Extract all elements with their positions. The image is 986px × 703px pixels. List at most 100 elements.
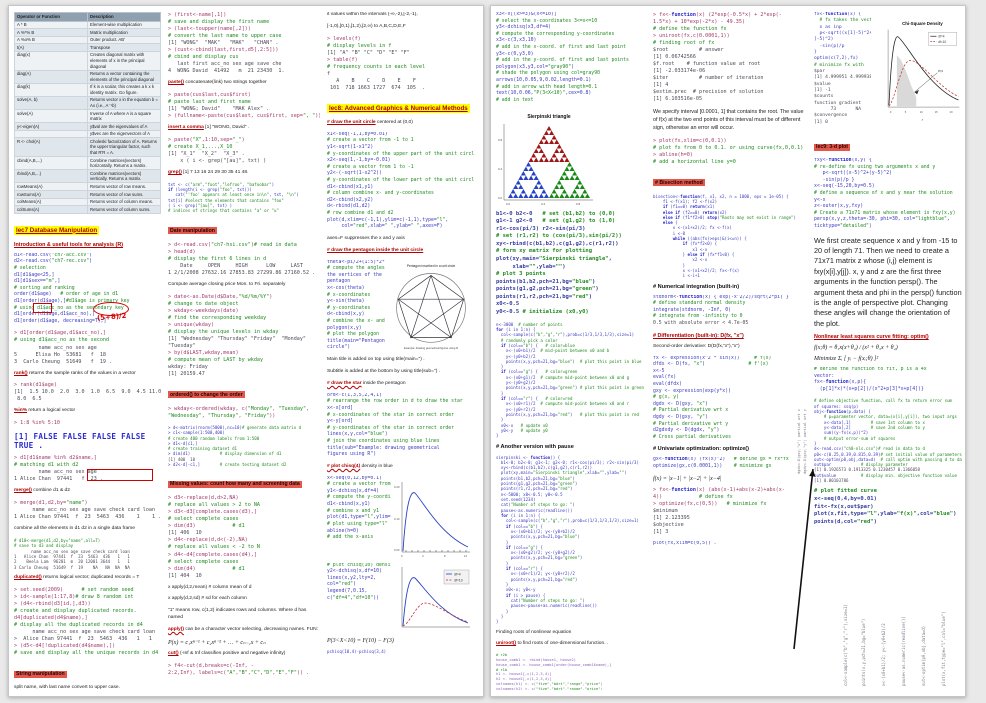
code-line: [1] 4.999951 4.999938 (814, 75, 871, 81)
code-block: > levels(f) # display levels in f [1] "A" … (327, 36, 474, 92)
code-line: $root # answer (653, 47, 724, 54)
code-block: stdnorm<-function(x) { exp(-x^2/2)/sqrt(… (653, 295, 807, 328)
code-line: d1<-cbind(x,y1) (327, 502, 371, 508)
code-line: # replace all values < -2 to N (168, 544, 261, 551)
code-line: y3<-c(0,y3,0) (496, 51, 534, 57)
description-cell: y$vec are the eigenvectors of A (87, 129, 161, 139)
code-block: > d<-matrix(rnorm(5000),nc=10)# generate… (168, 425, 320, 468)
code-line: b1<-0; b2<-0; g1<-1; g2<-0; r1<-cos(pi/3… (496, 459, 639, 465)
code-line: b1<-0 b2<-0 # set (b1,b2) to (0,0) (496, 210, 616, 217)
svg-text:y: y (921, 117, 924, 121)
table-column-header: Description (87, 12, 161, 22)
heading-wrap: lec9: 3-d plot (814, 135, 962, 153)
code-line: theta<-pi/2+(1:5)*2*pi/5 (327, 259, 385, 265)
svg-text:8: 8 (444, 554, 446, 558)
code-line: # create and display duplicated records. (14, 607, 137, 614)
bold-heading: # Univariate optimization: optimize() (653, 446, 750, 453)
code-line: if (col=="r") { # color=red (500, 396, 573, 401)
code-line: if (col=="b") { # color=blue (500, 342, 575, 348)
code-line: A B C D E F (327, 77, 416, 84)
svg-text:4: 4 (422, 554, 424, 558)
code-block: sierpinski <- function() { b1<-0; b2<-0;… (496, 455, 646, 625)
code-block: gx<-function(x) (fx(x)^2) # define gx = … (653, 457, 807, 470)
right-page-column-1: x3<-x[(x>=3)&(x<=10)] # select the x-coor… (496, 12, 646, 690)
code-line: x<-cos(theta) (327, 286, 365, 291)
function-cell: rowSums(A) (14, 190, 88, 199)
formula: P(3<X<10) = F(10) − F(3) (327, 637, 394, 644)
code-line: # r1b (496, 667, 508, 672)
note-lead: insert a comma (168, 125, 204, 131)
code-line: points(g1,g2,pch=21,bg="green") (496, 481, 578, 487)
code-line: ]-5)^2) (814, 37, 834, 43)
note-lead: apply() (168, 627, 185, 632)
code-line: integrate(stdnorm, -Inf, 0) (653, 307, 731, 313)
pentagram-figure: Pentagon inscribed in a unit circle Exam… (388, 259, 474, 352)
note-lead: # draw the unit circle (327, 119, 376, 125)
code-line: x2<-seq(1,-1,by=-0.01) (327, 158, 391, 164)
code-line: points(g1,g2,pch=21,bg="green") (496, 286, 599, 293)
code-line: h1 <- house1[,c(1,2,3,4)] (496, 672, 552, 677)
svg-text:df=4: df=4 (938, 35, 944, 39)
code-line: y2<-dchisq(x,df=10) (327, 569, 382, 575)
code-line: # compute the corresponding y-coordinate… (496, 31, 615, 37)
left-page-column-3: it values within the intervals (-∞,-2),[… (327, 12, 474, 690)
code-line: } (496, 417, 504, 423)
sub-heading: String manipulation (14, 670, 67, 678)
code-block: theta<-pi/2+(1:5)*2*pi/5# compute the an… (327, 260, 385, 353)
note: x apply(d,2,mean) # column mean of d (168, 584, 252, 590)
code-line: > wkday<-ordered(wkday, c("Monday", "Tue… (168, 405, 310, 412)
code-line: # plot chisq(10) density (327, 562, 391, 568)
code-line: # using d1$acc_no as the second (14, 337, 110, 344)
code-line: # sorting and ranking (14, 285, 75, 291)
code-line: y<-data[,2] # save 2nd column to y (814, 424, 925, 430)
code-line: d1[d1$sex=="m",] (14, 279, 61, 285)
table-row: solve(A) Inverse of A where A is a square… (14, 109, 161, 124)
left-page-columns: Operator or Function Description A * B Elem… (9, 6, 483, 696)
code-line: x3<-x[(x>=3)&(x<=10)] (496, 12, 557, 17)
code-line: $convergence (814, 113, 848, 119)
note-lead: merge() (14, 488, 32, 494)
note: Second-order derivative: D(D(fx,"x"),"x"… (653, 343, 740, 349)
description-cell: If k is a scalar, this creates a k x k i… (87, 82, 161, 97)
section-heading: lec8: Advanced Graphics & Numerical Meth… (327, 103, 470, 113)
code-line: house_comb1 <- rbind(house1, house2) (496, 658, 576, 663)
note: Main title is added on top using title(m… (327, 357, 425, 363)
code-line: name acc_no sex age (14, 469, 97, 476)
code-line: # finding root of fx (653, 40, 715, 47)
code-line: x<-seq(-15,20,by=0.5) (814, 184, 875, 190)
description-cell: Choleski factorization of A. Returns the… (87, 137, 161, 158)
code-line: sum((y-fx(x,p))^2) (814, 430, 869, 436)
code-line: fx<-function(x,p){ (814, 380, 866, 386)
code-block: > set.seed(2009) # set random seed > id<-… (14, 587, 161, 657)
code-line: ( i <- grep("[au]", txt) ) (168, 203, 233, 209)
svg-text:Example: drawing geometrical f: Example: drawing geometrical figures usi… (404, 346, 458, 350)
code-block: > wkday<-ordered(wkday, c("Monday", "Tue… (168, 406, 320, 420)
code-line: # Partial derivative wrt x (653, 408, 729, 414)
code-line: > d<-read.csv("ch7-hsi.csv")# read in da… (168, 241, 297, 248)
code-block: > d3<-replace(d,d>2,NA) # replace all val… (168, 495, 320, 579)
formula: Minimize Σᵢ [ yᵢ − f(xᵢ;θ) ]² (814, 355, 879, 362)
code-line: > d3<-replace(d,d>2,NA) (168, 495, 239, 502)
code-line: txt <- c("arm","foot","lefroo", "bafooba… (168, 181, 275, 187)
code-line: x<-(x0+g1)/2 # compute mid-point between… (496, 374, 630, 380)
code-line: # form xy matrix for plotting (496, 248, 593, 255)
table-column-header: Operator or Function (14, 12, 88, 22)
code-line: x2 <-x (653, 257, 708, 263)
code-block: ord<-c(1,3,5,2,4,1) # rearrange the row o… (327, 393, 474, 459)
code-line: # plot 3 points (496, 271, 546, 278)
function-cell: t(A) (14, 43, 88, 52)
code-block: > plot(fx,xlim=c(0,0.1)) # plot fx from 0… (653, 138, 807, 166)
code-line: x <-(x1+x2)/2; fx<-f(x) (653, 267, 740, 273)
code-block: > d<-read.csv("ch7-hsi.csv")# read in da… (168, 242, 320, 277)
code-line: # x-coordinates (327, 292, 371, 298)
paragraph: We specify interval [0.0001, 1] that con… (653, 109, 804, 132)
sub-heading: Date manipulation (168, 227, 217, 235)
code-line: col="red") (327, 582, 356, 588)
chisq-density-plot-2: df=4 df=10 (394, 562, 474, 633)
code-block: > paste(cus$last,cus$first) # paste last … (168, 92, 320, 120)
code-line: y<-(y0+g2)/2 (496, 380, 536, 386)
code-line: i <-0 (653, 230, 686, 236)
code-block: > 1:8 %in% 5:10 (14, 420, 161, 427)
code-line: x1 <-x (653, 246, 708, 252)
note: [-1,0),[0,1),[1,2),[2,∞) to A,B,C,D,E,F (327, 23, 406, 29)
